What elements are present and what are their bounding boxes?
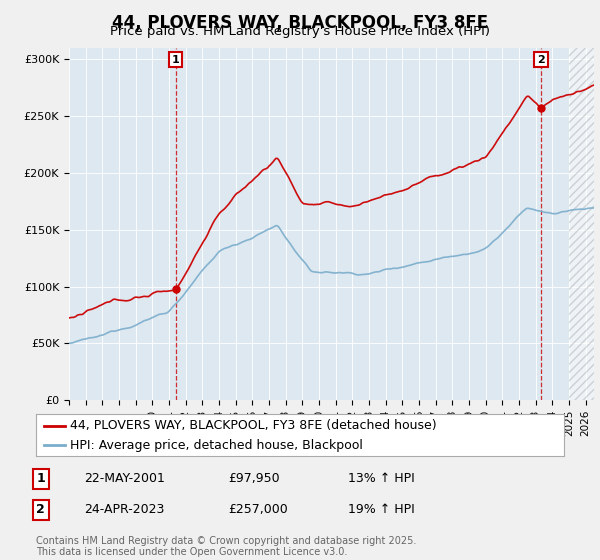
Text: 22-MAY-2001: 22-MAY-2001 [84,472,165,486]
Text: 2: 2 [537,55,545,64]
Text: £97,950: £97,950 [228,472,280,486]
Text: Price paid vs. HM Land Registry's House Price Index (HPI): Price paid vs. HM Land Registry's House … [110,25,490,38]
Text: Contains HM Land Registry data © Crown copyright and database right 2025.
This d: Contains HM Land Registry data © Crown c… [36,535,416,557]
Text: 2: 2 [37,503,45,516]
Text: 1: 1 [37,472,45,486]
Text: £257,000: £257,000 [228,503,288,516]
Text: 13% ↑ HPI: 13% ↑ HPI [348,472,415,486]
Text: HPI: Average price, detached house, Blackpool: HPI: Average price, detached house, Blac… [70,438,363,451]
Text: 19% ↑ HPI: 19% ↑ HPI [348,503,415,516]
Text: 24-APR-2023: 24-APR-2023 [84,503,164,516]
Bar [569,48,594,400]
Text: 44, PLOVERS WAY, BLACKPOOL, FY3 8FE: 44, PLOVERS WAY, BLACKPOOL, FY3 8FE [112,14,488,32]
Text: 1: 1 [172,55,179,64]
Text: 44, PLOVERS WAY, BLACKPOOL, FY3 8FE (detached house): 44, PLOVERS WAY, BLACKPOOL, FY3 8FE (det… [70,419,437,432]
